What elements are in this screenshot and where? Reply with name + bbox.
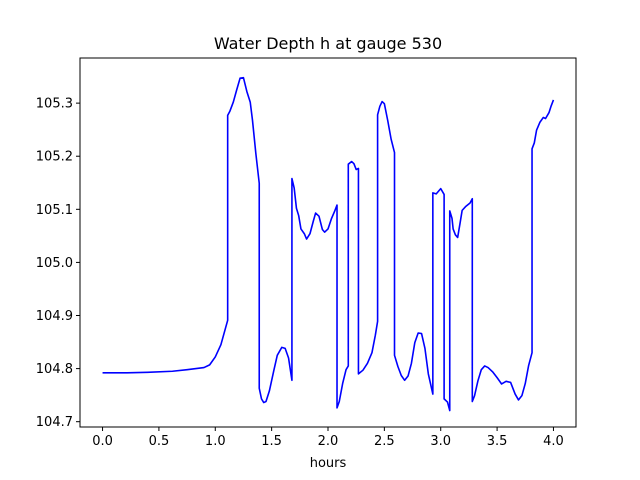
plot-area: [102, 76, 555, 412]
chart-title: Water Depth h at gauge 530: [214, 34, 442, 53]
y-tick-label: 104.7: [36, 415, 73, 430]
y-tick-label: 104.9: [36, 309, 73, 324]
y-tick-label: 105.0: [36, 256, 73, 271]
x-tick-label: 1.5: [261, 434, 282, 449]
x-tick-label: 0.0: [92, 434, 113, 449]
x-axis-label: hours: [310, 456, 347, 471]
x-tick-label: 1.0: [205, 434, 226, 449]
x-tick-label: 4.0: [543, 434, 564, 449]
y-tick-label: 104.8: [36, 362, 73, 377]
x-tick-label: 3.0: [430, 434, 451, 449]
y-tick-label: 105.1: [36, 203, 73, 218]
x-tick-label: 2.5: [374, 434, 395, 449]
x-tick-label: 2.0: [318, 434, 339, 449]
x-tick-label: 0.5: [149, 434, 170, 449]
y-tick-label: 105.3: [36, 97, 73, 112]
series-line-0: [102, 76, 555, 412]
y-axis: 104.7 104.8 104.9 105.0 105.1 105.2 105.3: [36, 97, 80, 430]
x-tick-label: 3.5: [487, 434, 508, 449]
y-tick-label: 105.2: [36, 150, 73, 165]
x-axis: 0.0 0.5 1.0 1.5 2.0 2.5 3.0 3.5 4.0: [92, 427, 564, 449]
